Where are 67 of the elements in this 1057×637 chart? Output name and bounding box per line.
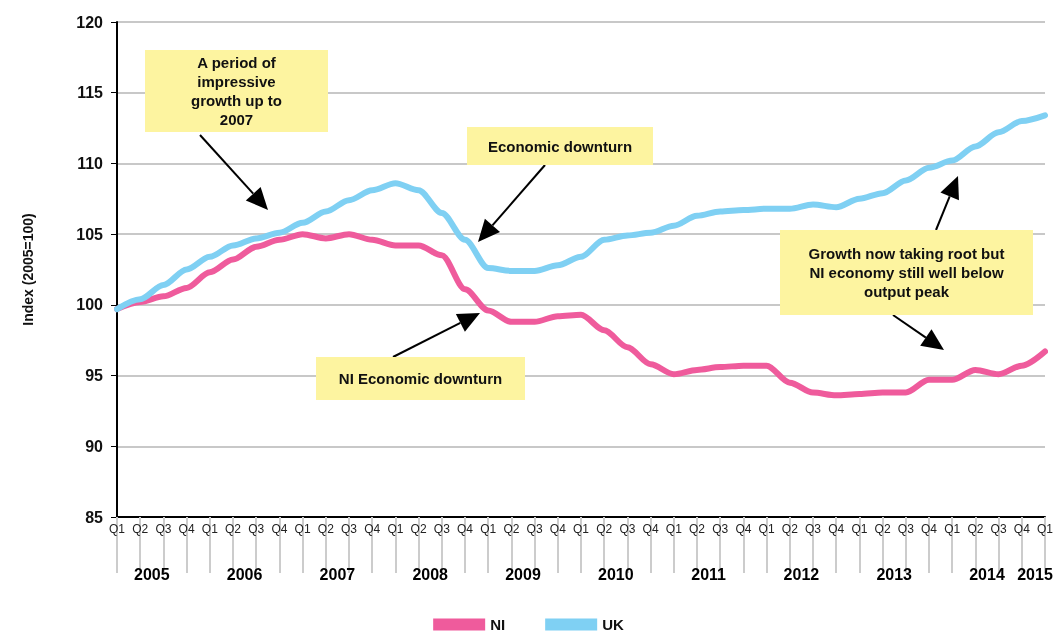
y-tick-label: 85 — [85, 508, 104, 526]
x-tick-label: Q1 — [201, 522, 219, 536]
x-tick-label: Q2 — [317, 522, 335, 536]
x-tick-label: Q4 — [549, 522, 567, 536]
legend-label: UK — [602, 616, 624, 633]
x-tick-label: Q2 — [224, 522, 242, 536]
x-tick-label: Q1 — [294, 522, 311, 536]
text: 2012 — [783, 566, 820, 584]
x-tick-label: Q2 — [596, 522, 613, 536]
x-tick-label: Q1 — [758, 522, 775, 536]
x-tick-label: Q1 — [387, 522, 404, 536]
x-tick-label: Q3 — [248, 522, 265, 536]
x-tick-label: Q4 — [271, 522, 288, 536]
x-tick-label: Q2 — [688, 522, 706, 536]
x-tick-label: Q1 — [665, 522, 683, 536]
callout-box: Economic downturn — [467, 127, 653, 165]
text: 2007 — [319, 566, 356, 584]
x-tick-label: Q1 — [480, 522, 497, 536]
x-tick-label: Q1 — [851, 522, 868, 536]
callout-box: A period of impressive growth up to 2007 — [145, 50, 328, 132]
x-tick-label: Q4 — [1013, 522, 1031, 536]
x-tick-label: Q2 — [503, 522, 520, 536]
text: 2014 — [969, 566, 1005, 584]
x-tick-label: Q4 — [642, 522, 659, 536]
y-tick-label: 105 — [76, 225, 104, 243]
x-tick-label: Q3 — [340, 522, 358, 536]
x-tick-label: Q4 — [920, 522, 938, 536]
x-tick-label: Q3 — [619, 522, 636, 536]
x-tick-label: Q1 — [1036, 522, 1054, 536]
x-tick-label: Q3 — [433, 522, 451, 536]
text: 2013 — [876, 566, 912, 584]
x-tick-label: Q3 — [804, 522, 822, 536]
x-tick-label: Q3 — [526, 522, 543, 536]
text: 2011 — [691, 566, 726, 584]
x-tick-label: Q1 — [944, 522, 961, 536]
x-tick-label: Q4 — [828, 522, 845, 536]
x-tick-label: Q1 — [108, 522, 126, 536]
y-tick-label: 115 — [77, 84, 104, 102]
x-tick-label: Q2 — [874, 522, 891, 536]
x-tick-label: Q4 — [364, 522, 381, 536]
callout-box: NI Economic downturn — [316, 357, 525, 400]
text: 2015 — [1017, 566, 1053, 584]
text: 2008 — [412, 566, 448, 584]
y-tick-label: 110 — [77, 154, 104, 172]
x-tick-label: Q3 — [712, 522, 729, 536]
y-tick-label: 100 — [76, 296, 104, 314]
text: 2006 — [226, 566, 263, 584]
legend-label: NI — [490, 616, 506, 633]
x-tick-label: Q4 — [456, 522, 474, 536]
x-tick-label: Q4 — [178, 522, 195, 536]
x-tick-label: Q4 — [735, 522, 752, 536]
text: 2010 — [598, 566, 634, 584]
x-tick-label: Q3 — [155, 522, 172, 536]
y-tick-label: 90 — [85, 437, 104, 455]
x-tick-label: Q3 — [990, 522, 1007, 536]
y-tick-label: 95 — [85, 367, 104, 385]
text: 2009 — [505, 566, 541, 584]
callout-box: Growth now taking root but NI economy still well below output peak — [780, 230, 1033, 315]
x-tick-label: Q2 — [410, 522, 427, 536]
x-tick-label: Q2 — [781, 522, 799, 536]
x-tick-label: Q2 — [132, 522, 149, 536]
x-tick-label: Q1 — [572, 522, 590, 536]
x-tick-label: Q3 — [897, 522, 915, 536]
y-axis-title: Index (2005=100) — [20, 213, 36, 326]
x-tick-label: Q2 — [967, 522, 984, 536]
text: 2005 — [134, 566, 170, 584]
y-tick-label: 120 — [76, 13, 104, 31]
